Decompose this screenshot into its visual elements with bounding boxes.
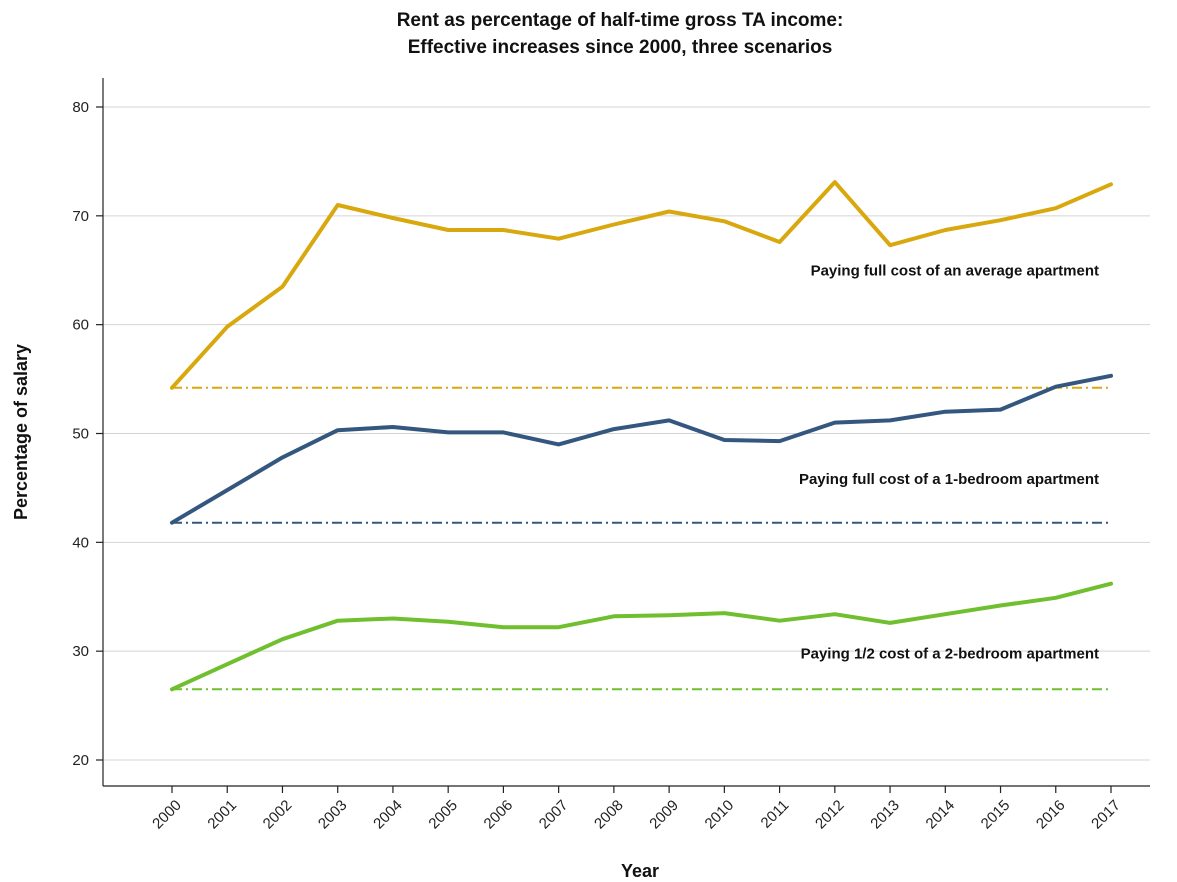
chart-title-line1: Rent as percentage of half-time gross TA… xyxy=(397,10,844,31)
x-tick-label-2008: 2008 xyxy=(591,797,627,833)
series-line-two-bedroom-half xyxy=(170,581,1113,692)
y-tick-label-80: 80 xyxy=(72,99,89,116)
series-line-average xyxy=(170,180,1113,390)
x-tick-label-2016: 2016 xyxy=(1033,797,1069,833)
x-tick-label-2014: 2014 xyxy=(923,797,959,833)
series-annotations: Paying full cost of an average apartment… xyxy=(799,262,1099,662)
y-tick-label-60: 60 xyxy=(72,317,89,334)
series-line-one-bedroom xyxy=(170,373,1113,525)
x-tick-label-2013: 2013 xyxy=(867,797,903,833)
y-tick-label-20: 20 xyxy=(72,752,89,769)
x-axis-label: Year xyxy=(621,861,659,881)
gridlines xyxy=(103,106,1150,761)
x-axis-ticks: 2000 2001 2002 2003 2004 2005 2006 2007 2008 2009… xyxy=(149,786,1124,832)
x-tick-label-2001: 2001 xyxy=(204,797,240,833)
x-tick-label-2010: 2010 xyxy=(702,797,738,833)
annotation-one-bedroom: Paying full cost of a 1-bedroom apartmen… xyxy=(799,471,1099,488)
annotation-two-bedroom-half: Paying 1/2 cost of a 2-bedroom apartment xyxy=(801,645,1099,662)
y-axis-label: Percentage of salary xyxy=(11,344,31,520)
y-tick-label-40: 40 xyxy=(72,534,89,551)
x-tick-label-2003: 2003 xyxy=(315,797,351,833)
series-lines xyxy=(170,180,1113,692)
x-tick-label-2007: 2007 xyxy=(536,797,572,833)
annotation-average: Paying full cost of an average apartment xyxy=(811,262,1099,279)
x-tick-label-2017: 2017 xyxy=(1088,797,1124,833)
chart-title-line2: Effective increases since 2000, three sc… xyxy=(408,37,833,58)
y-axis-ticks: 20 30 40 50 60 70 80 xyxy=(72,99,103,769)
y-tick-label-50: 50 xyxy=(72,426,89,443)
x-tick-label-2009: 2009 xyxy=(646,797,682,833)
x-tick-label-2015: 2015 xyxy=(978,797,1014,833)
baseline-lines xyxy=(172,386,1111,691)
x-tick-label-2002: 2002 xyxy=(260,797,296,833)
y-tick-label-30: 30 xyxy=(72,643,89,660)
x-tick-label-2000: 2000 xyxy=(149,797,185,833)
x-tick-label-2005: 2005 xyxy=(425,797,461,833)
x-tick-label-2004: 2004 xyxy=(370,797,406,833)
x-tick-label-2011: 2011 xyxy=(758,797,793,832)
x-tick-label-2012: 2012 xyxy=(812,797,848,833)
y-tick-label-70: 70 xyxy=(72,208,89,225)
x-tick-label-2006: 2006 xyxy=(481,797,517,833)
